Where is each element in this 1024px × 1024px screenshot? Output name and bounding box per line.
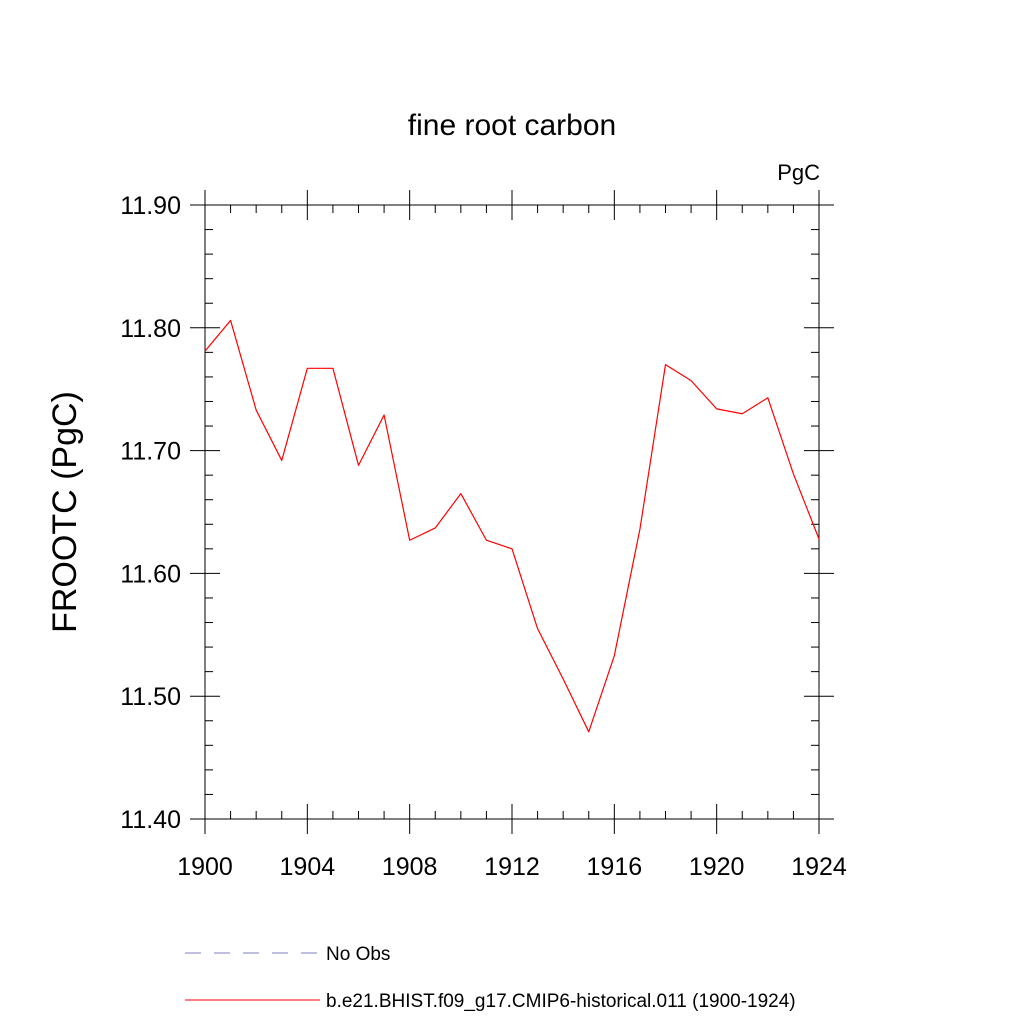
x-tick-label: 1900 [177,853,233,881]
series-line-historical [204,319,820,733]
plot-frame [204,204,820,820]
minor-ticks [205,205,819,819]
legend-label-historical: b.e21.BHIST.f09_g17.CMIP6-historical.011… [326,991,796,1012]
y-tick-label: 11.80 [120,315,181,343]
y-tick-label: 11.40 [120,806,181,834]
chart-title: fine root carbon [408,109,616,142]
y-axis-label: FROOTC (PgC) [46,391,84,633]
x-tick-label: 1904 [280,853,336,881]
x-tick-label: 1912 [484,853,540,881]
x-tick-label: 1908 [382,853,438,881]
y-tick-label: 11.60 [120,560,181,588]
legend: No Obs b.e21.BHIST.f09_g17.CMIP6-histori… [185,944,796,1012]
units-label: PgC [777,160,820,185]
legend-label-no-obs: No Obs [326,944,390,965]
y-tick-label: 11.70 [120,438,181,466]
x-tick-labels: 1900 1904 1908 1912 1916 1920 1924 [177,853,847,881]
y-tick-labels: 11.40 11.50 11.60 11.70 11.80 11.90 [120,192,181,834]
x-tick-label: 1924 [791,853,847,881]
y-tick-label: 11.50 [120,683,181,711]
series-group [204,319,820,733]
major-ticks [190,190,834,834]
x-tick-label: 1916 [587,853,643,881]
y-tick-label: 11.90 [120,192,181,220]
x-tick-label: 1920 [689,853,745,881]
